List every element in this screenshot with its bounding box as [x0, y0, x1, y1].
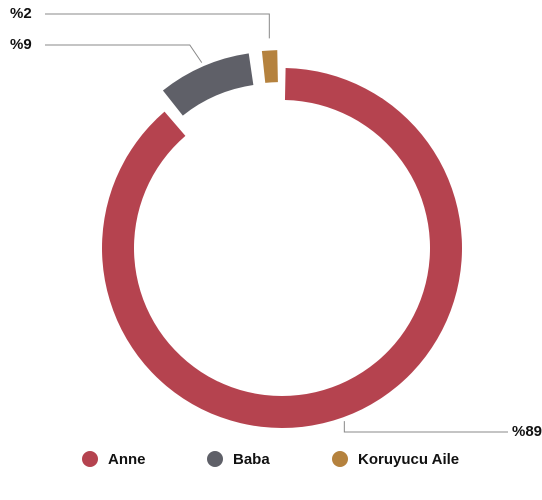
leader-line [45, 44, 203, 63]
slice-label: %9 [10, 36, 32, 53]
donut-slice [102, 68, 463, 428]
slice-label: %2 [10, 5, 32, 22]
legend-swatch [207, 451, 223, 467]
leader-line [343, 421, 508, 433]
legend-label: Koruyucu Aile [358, 451, 459, 468]
slice-label: %89 [512, 423, 542, 440]
legend-label: Baba [233, 451, 270, 468]
leader-line [45, 13, 270, 39]
donut-slice [261, 50, 278, 83]
legend-swatch [82, 451, 98, 467]
donut-slice [162, 53, 254, 116]
legend-swatch [332, 451, 348, 467]
legend-label: Anne [108, 451, 146, 468]
